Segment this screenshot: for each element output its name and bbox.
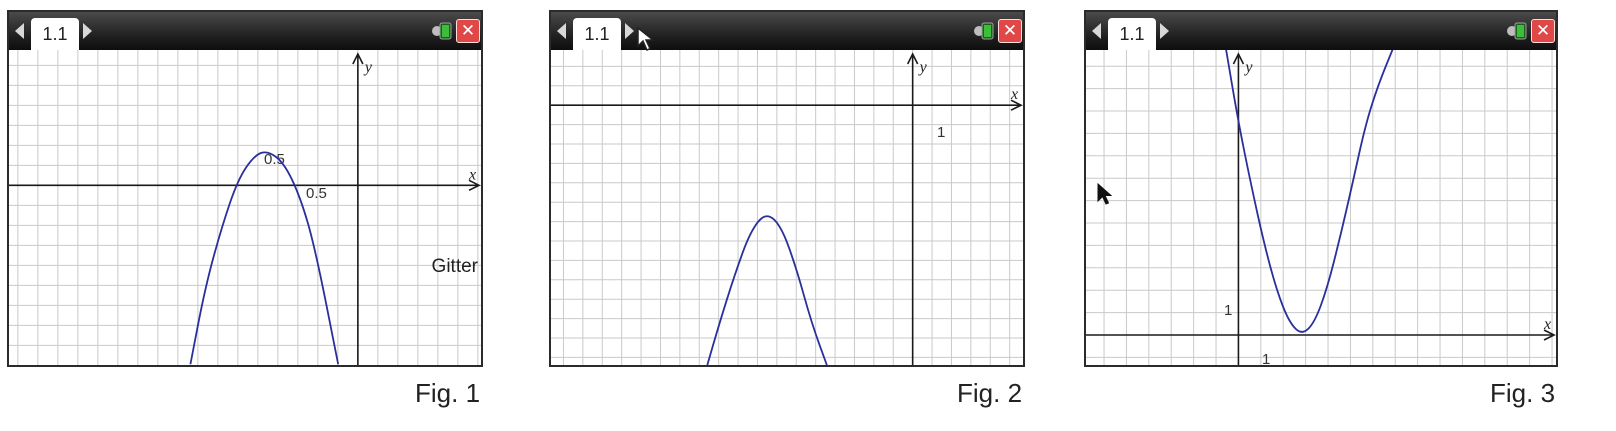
plot-area[interactable]: x y 1 1 [1086, 50, 1556, 365]
left-arrow-icon[interactable] [15, 23, 24, 39]
close-icon[interactable]: ✕ [1531, 19, 1555, 43]
x-axis-label: x [468, 166, 476, 183]
close-icon[interactable]: ✕ [456, 19, 480, 43]
graph-panel-3: 1.1 ✕ x y 1 1 Fig. 3 [1084, 10, 1558, 408]
graph-panel-1: 1.1 ✕ x y 0.5 0.5 Gitter Fig. 1 [7, 10, 483, 408]
x-axis-arrow [1543, 329, 1556, 341]
left-arrow-icon[interactable] [1092, 23, 1101, 39]
y-axis-label: y [918, 59, 928, 76]
parabola-curve [706, 215, 828, 365]
battery-icon [1507, 22, 1527, 40]
mouse-pointer-icon [637, 26, 656, 52]
parabola-curve [1225, 50, 1394, 333]
right-arrow-icon[interactable] [1160, 23, 1169, 39]
left-arrow-icon[interactable] [557, 23, 566, 39]
title-bar: 1.1 ✕ [9, 12, 481, 50]
y-axis-label: y [363, 59, 373, 76]
right-arrow-icon[interactable] [83, 23, 92, 39]
mouse-pointer-icon [1097, 182, 1113, 205]
figure-label: Fig. 3 [1490, 378, 1556, 408]
title-bar: 1.1 ✕ [1086, 12, 1556, 50]
title-bar: 1.1 ✕ [551, 12, 1023, 50]
y-axis-arrow [906, 52, 919, 65]
parabola-curve [189, 151, 340, 365]
y-axis-arrow [352, 52, 364, 65]
battery-icon [432, 22, 452, 40]
plot-area[interactable]: x y 0.5 0.5 Gitter [9, 50, 481, 365]
tick-label-x: 1 [1262, 351, 1270, 365]
graph-panel-2: 1.1 ✕ x y 1 Fig. 2 [549, 10, 1025, 408]
tick-label-y: 0.5 [264, 151, 285, 168]
y-axis-label: y [1243, 59, 1253, 76]
annotation-label: Gitter [432, 256, 479, 277]
tab-page[interactable]: 1.1 [573, 18, 621, 50]
x-axis-label: x [1010, 86, 1018, 103]
battery-icon [974, 22, 994, 40]
x-axis-label: x [1543, 316, 1551, 333]
x-axis-arrow [1010, 99, 1023, 111]
figure-label: Fig. 2 [957, 378, 1023, 408]
plot-area[interactable]: x y 1 [551, 50, 1023, 365]
tick-label-x: 0.5 [306, 185, 327, 202]
tick-label-x: 1 [937, 124, 945, 141]
close-icon[interactable]: ✕ [998, 19, 1022, 43]
tick-label-y: 1 [1224, 302, 1232, 319]
figure-label: Fig. 1 [415, 378, 481, 408]
tab-page[interactable]: 1.1 [31, 18, 79, 50]
x-axis-arrow [468, 179, 481, 192]
right-arrow-icon[interactable] [625, 23, 634, 39]
tab-page[interactable]: 1.1 [1108, 18, 1156, 50]
y-axis-arrow [1232, 52, 1245, 65]
